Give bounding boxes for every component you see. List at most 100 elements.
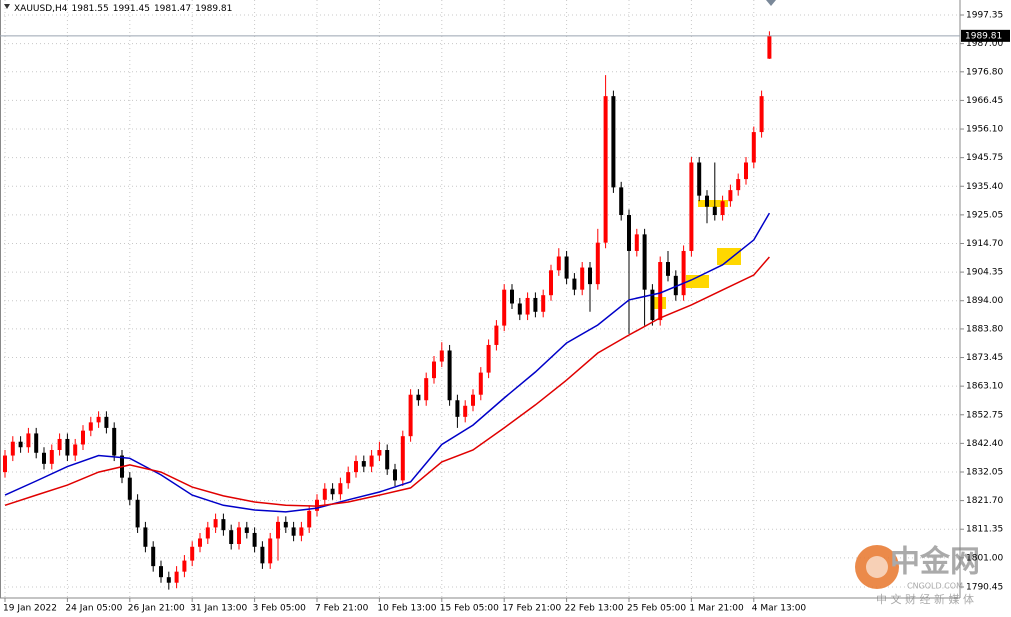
candle-body <box>751 132 756 163</box>
candle-body <box>478 372 483 395</box>
candle-body <box>299 527 304 536</box>
y-tick-label: 1976.80 <box>966 67 1003 77</box>
plot <box>3 31 772 590</box>
y-tick-label: 1832.05 <box>966 467 1003 477</box>
x-tick-label: 4 Mar 13:00 <box>752 604 807 614</box>
candle-body <box>385 450 390 470</box>
candle-body <box>517 303 522 315</box>
candle-body <box>424 378 429 401</box>
candle-body <box>533 297 538 312</box>
y-tick-label: 1966.45 <box>966 96 1003 106</box>
candle-body <box>572 278 577 290</box>
candle-body <box>720 201 725 216</box>
y-tick-label: 1997.35 <box>966 10 1003 20</box>
candle-body <box>143 527 148 547</box>
candle-body <box>681 250 686 296</box>
candle-body <box>174 571 179 583</box>
candle-body <box>182 560 187 572</box>
candle-body <box>603 96 608 243</box>
candle-body <box>502 289 507 326</box>
candle-body <box>728 190 733 202</box>
candle-body <box>276 521 280 539</box>
candle-body <box>494 325 499 345</box>
x-tick-label: 19 Jan 2022 <box>3 604 57 614</box>
candle-body <box>3 455 7 473</box>
menu-icon <box>4 4 10 9</box>
candle-body <box>283 521 288 528</box>
candle-body <box>712 206 717 216</box>
candle-body <box>73 444 78 456</box>
candle-body <box>673 275 678 296</box>
candle-body <box>198 538 202 547</box>
y-tick-label: 1790.45 <box>966 582 1003 592</box>
candle-body <box>767 35 772 59</box>
candle-body <box>159 566 163 578</box>
candle-body <box>166 577 171 583</box>
candle-body <box>221 519 226 531</box>
candle-body <box>354 461 358 473</box>
header-close: 1989.81 <box>195 4 232 14</box>
y-tick-label: 1904.35 <box>966 268 1003 278</box>
last-price-label: 1989.81 <box>965 31 1002 41</box>
candle-body <box>525 297 530 315</box>
candle-body <box>541 295 546 312</box>
header-open: 1981.55 <box>72 4 109 14</box>
y-tick-label: 1801.00 <box>966 553 1003 563</box>
highlight-box <box>717 248 741 265</box>
candle-body <box>619 187 624 216</box>
y-tick-label: 1914.70 <box>966 239 1003 249</box>
moving-average <box>4 256 770 507</box>
watermark-slogan: 中 文 财 经 新 媒 体 <box>876 592 974 606</box>
y-tick-label: 1894.00 <box>966 296 1003 306</box>
candle-body <box>237 527 241 545</box>
y-tick-label: 1852.75 <box>966 410 1003 420</box>
candle-body <box>26 433 31 448</box>
candle-body <box>549 270 553 296</box>
candle-body <box>291 527 296 536</box>
header: XAUUSD,H4 1981.55 1991.45 1981.47 1989.81 <box>14 4 232 14</box>
candle-body <box>346 472 351 484</box>
candle-body <box>556 256 561 271</box>
symbol: XAUUSD,H4 <box>14 4 68 14</box>
watermark-title: 中金网 <box>890 545 980 580</box>
x-tick-label: 17 Feb 21:00 <box>502 604 561 614</box>
candle-body <box>611 96 616 188</box>
candle-body <box>42 452 46 464</box>
y-tick-label: 1945.75 <box>966 153 1003 163</box>
candle-body <box>455 400 460 417</box>
candle-body <box>705 195 709 207</box>
candle-body <box>689 162 694 251</box>
candle-body <box>268 538 273 564</box>
x-tick-label: 24 Jan 05:00 <box>65 604 122 614</box>
candle-body <box>627 215 631 251</box>
y-tick-label: 1987.00 <box>966 39 1003 49</box>
candle-body <box>338 483 343 495</box>
candle-body <box>244 527 249 533</box>
candle-body <box>486 344 491 373</box>
candle-body <box>252 532 257 547</box>
y-tick-label: 1925.05 <box>966 210 1003 220</box>
candle-body <box>400 436 405 481</box>
candle-body <box>416 394 421 401</box>
candle-body <box>697 162 702 196</box>
candle-body <box>307 510 312 528</box>
header-low: 1981.47 <box>154 4 191 14</box>
y-tick-label: 1883.80 <box>966 324 1003 334</box>
y-tick-label: 1863.10 <box>966 382 1003 392</box>
header-high: 1991.45 <box>113 4 150 14</box>
candle-body <box>580 267 585 290</box>
candle-body <box>595 242 600 285</box>
x-tick-label: 10 Feb 13:00 <box>377 604 436 614</box>
candle-body <box>18 441 23 448</box>
candle-body <box>744 162 748 180</box>
candle-body <box>564 256 569 279</box>
y-tick-label: 1842.40 <box>966 439 1003 449</box>
candle-body <box>658 262 663 321</box>
x-tick-label: 31 Jan 13:00 <box>190 604 247 614</box>
candle-body <box>408 394 413 437</box>
candle-body <box>463 405 468 417</box>
x-tick-label: 25 Feb 05:00 <box>627 604 686 614</box>
candle-body <box>34 433 39 453</box>
candle-body <box>260 546 265 564</box>
candle-body <box>759 96 764 133</box>
